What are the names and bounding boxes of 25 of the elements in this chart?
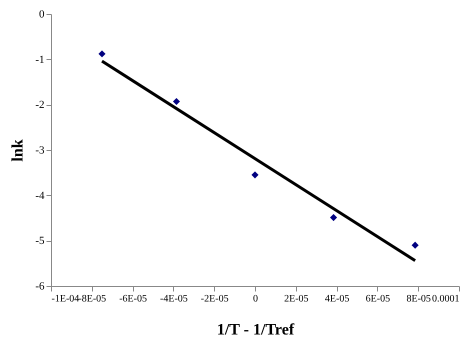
x-tick-label: 6E-05 [366, 294, 390, 304]
point [330, 214, 338, 222]
point [412, 242, 419, 249]
x-axis-title: 1/T - 1/Tref [216, 322, 295, 338]
y-axis-title: lnk [9, 139, 26, 162]
point [172, 98, 180, 106]
x-tick-label: -2E-05 [200, 294, 229, 304]
y-tick-label: -6 [35, 280, 45, 292]
point [98, 50, 106, 58]
y-tick-label: -2 [35, 99, 44, 112]
y-tick-label: -3 [35, 144, 45, 156]
x-tick-label: -6E-05 [119, 294, 147, 304]
y-tick-label: -5 [35, 235, 45, 248]
point [251, 171, 259, 178]
x-tick-label: 4E-05 [324, 294, 350, 304]
y-tick-label: 0 [39, 8, 45, 20]
x-tick-label: 2E-05 [284, 294, 309, 304]
x-tick-label: 0.0001 [432, 294, 460, 304]
x-tick-label: -8E-05 [78, 294, 106, 304]
x-tick-label: -4E-05 [160, 294, 188, 304]
x-tick-label: -1E-04 [52, 294, 80, 304]
x-tick-label: 0 [253, 294, 258, 304]
y-tick-label: -4 [35, 190, 45, 202]
y-tick-label: -1 [35, 54, 44, 66]
x-tick-label: 8E-05 [406, 294, 431, 304]
